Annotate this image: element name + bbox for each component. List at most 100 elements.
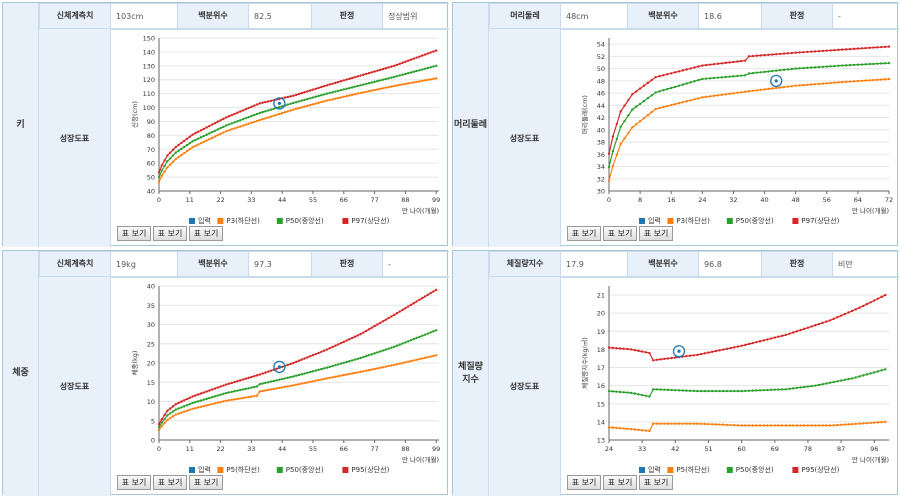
series-point	[281, 111, 284, 115]
series-point	[328, 365, 331, 369]
series-point	[693, 80, 696, 83]
series-point	[418, 335, 421, 339]
x-tick-label: 44	[278, 196, 286, 204]
series-point	[393, 75, 396, 79]
series-point	[663, 388, 666, 391]
series-point	[688, 389, 692, 392]
series-point	[404, 72, 407, 76]
series-point	[390, 85, 393, 88]
table-view-button[interactable]: 표 보기	[567, 475, 601, 490]
series-point	[337, 89, 340, 93]
series-point	[289, 95, 292, 98]
series-point	[744, 424, 747, 427]
x-tick-label: 33	[247, 445, 255, 453]
series-point	[247, 387, 250, 390]
table-view-button[interactable]: 표 보기	[153, 475, 187, 490]
x-tick-label: 40	[760, 196, 768, 204]
head-chart: 30 32 34 36 38 40 42 44 46 48 50 52 54 0 8 16 24 32 40 48 56…	[561, 29, 899, 247]
series-point	[763, 70, 766, 74]
series-point	[250, 375, 253, 379]
series-point	[169, 151, 172, 154]
series-line	[158, 354, 437, 431]
series-point	[736, 424, 740, 427]
y-tick-label: 0	[151, 437, 155, 445]
series-point	[407, 59, 410, 62]
series-point	[677, 422, 681, 425]
series-point	[825, 82, 828, 85]
series-point	[619, 142, 622, 146]
series-point	[732, 60, 735, 64]
series-point	[317, 94, 320, 98]
series-point	[755, 340, 758, 344]
series-point	[850, 309, 854, 313]
series-point	[429, 355, 432, 358]
series-point	[163, 170, 166, 173]
y-tick-label: 150	[143, 35, 155, 43]
series-point	[199, 405, 203, 408]
x-tick-label: 48	[792, 196, 800, 204]
series-point	[230, 113, 233, 117]
series-point	[674, 356, 677, 359]
series-point	[211, 396, 214, 399]
table-view-button[interactable]: 표 보기	[567, 226, 601, 241]
table-view-button[interactable]: 표 보기	[189, 226, 223, 241]
series-point	[323, 367, 326, 370]
series-point	[790, 51, 793, 55]
series-point	[216, 394, 219, 397]
growth-chart-svg: 0 5 10 15 20 25 30 35 40 0 11 22 33 44 55 66 77 88 99 체중(kg…	[131, 283, 440, 475]
series-point	[236, 389, 239, 392]
series-point	[868, 62, 871, 66]
series-point	[163, 417, 166, 421]
table-view-button[interactable]: 표 보기	[603, 226, 637, 241]
series-point	[744, 343, 747, 347]
series-point	[157, 426, 161, 429]
series-point	[317, 351, 320, 355]
y-tick-label: 130	[143, 62, 155, 70]
table-view-button[interactable]: 표 보기	[117, 475, 151, 490]
series-point	[685, 68, 688, 71]
series-point	[699, 422, 703, 426]
x-tick-label: 64	[854, 196, 862, 204]
table-view-button[interactable]: 표 보기	[639, 475, 673, 490]
series-point	[640, 429, 644, 432]
series-point	[398, 343, 401, 346]
table-view-button[interactable]: 표 보기	[639, 226, 673, 241]
measure-label: 머리둘레	[489, 3, 561, 29]
series-point	[701, 64, 704, 67]
series-point	[356, 92, 359, 95]
series-point	[689, 67, 692, 70]
series-point	[404, 60, 407, 63]
table-view-button[interactable]: 표 보기	[117, 226, 151, 241]
series-point	[194, 144, 197, 148]
series-point	[813, 83, 817, 86]
series-point	[323, 100, 326, 103]
series-point	[317, 86, 320, 90]
series-point	[253, 385, 256, 389]
series-point	[194, 132, 197, 135]
series-point	[615, 390, 618, 393]
series-point	[365, 82, 368, 86]
series-point	[283, 385, 287, 389]
series-point	[169, 407, 172, 410]
table-view-button[interactable]: 표 보기	[603, 475, 637, 490]
table-view-button[interactable]: 표 보기	[189, 475, 223, 490]
series-point	[759, 54, 762, 57]
series-point	[381, 87, 385, 90]
series-point	[255, 385, 259, 388]
series-point	[367, 328, 371, 331]
series-point	[250, 395, 253, 398]
growth-chart-svg: 40 50 60 70 80 90 100 110 120 130 140 150 0 11 22 33 44 5…	[130, 35, 440, 226]
series-point	[724, 75, 727, 79]
series-point	[847, 377, 850, 381]
judgement-label: 판정	[311, 251, 383, 277]
series-point	[320, 350, 323, 353]
series-point	[773, 388, 776, 391]
series-point	[171, 154, 175, 157]
series-point	[180, 411, 183, 414]
series-point	[283, 377, 287, 380]
series-point	[619, 110, 622, 113]
series-point	[674, 388, 677, 392]
series-point	[794, 67, 797, 70]
series-point	[300, 373, 303, 376]
table-view-button[interactable]: 표 보기	[153, 226, 187, 241]
